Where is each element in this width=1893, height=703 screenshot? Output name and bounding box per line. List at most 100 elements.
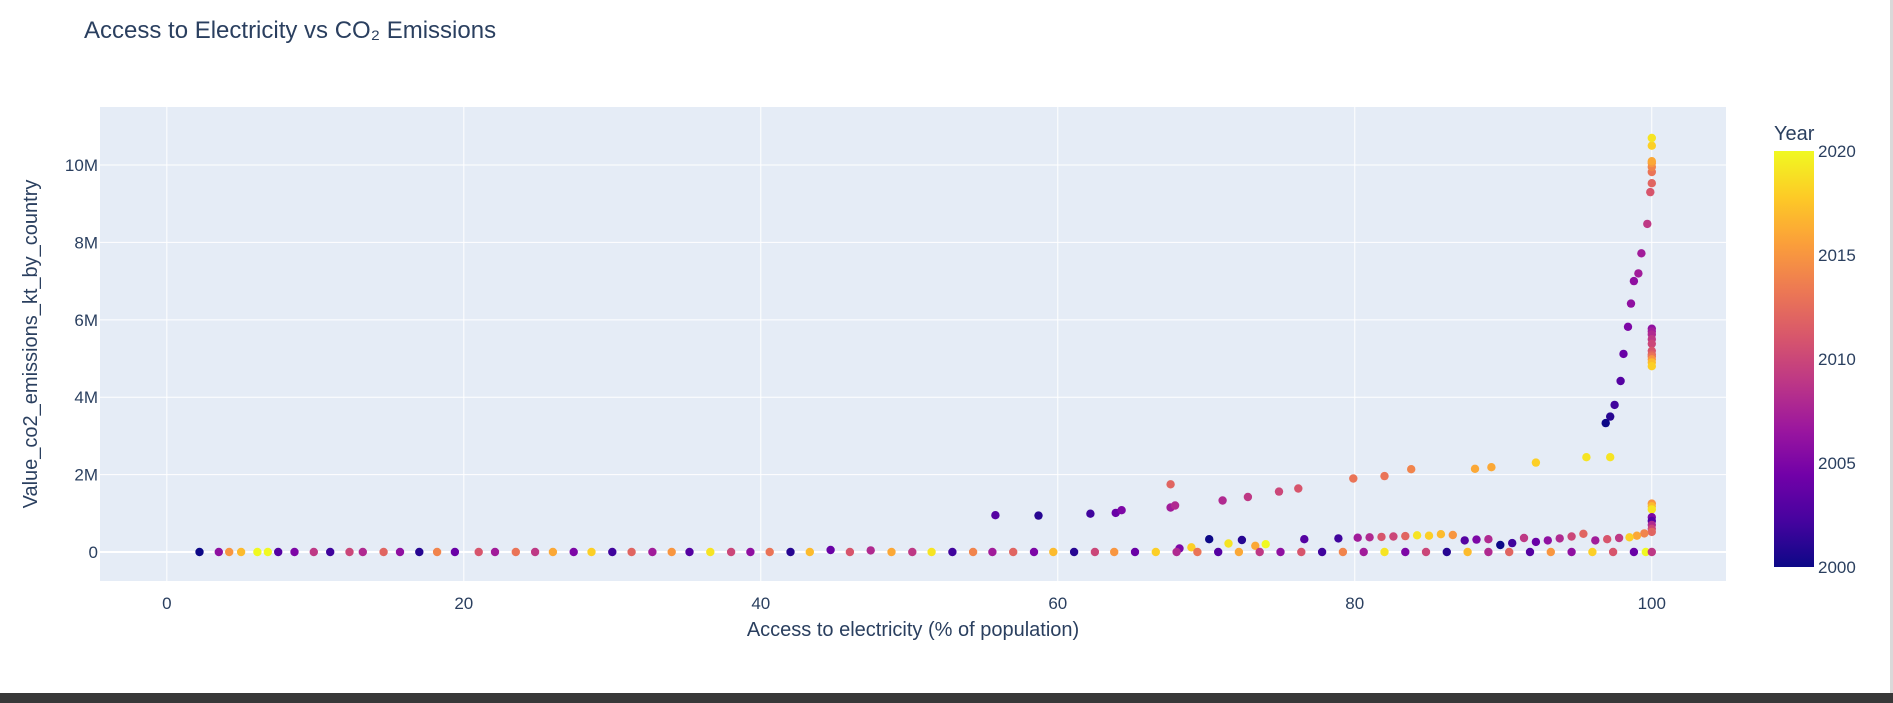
scatter-point	[1151, 547, 1161, 557]
scatter-point	[1505, 547, 1514, 557]
scatter-point	[746, 547, 755, 557]
scatter-point	[1531, 458, 1541, 467]
scatter-point	[1117, 506, 1126, 515]
scatter-point	[474, 547, 483, 557]
scatter-point	[1334, 534, 1343, 543]
scatter-point	[1591, 536, 1600, 545]
scatter-point	[667, 547, 676, 557]
scatter-point	[253, 547, 262, 557]
scatter-point	[1531, 537, 1541, 547]
scatter-point	[1377, 532, 1386, 542]
y-tick-label: 0	[89, 543, 98, 562]
x-tick-label: 100	[1638, 594, 1666, 613]
scatter-point	[395, 547, 405, 557]
scatter-point	[548, 547, 558, 557]
scatter-point	[1555, 534, 1564, 543]
scatter-point	[1629, 276, 1639, 286]
scatter-point	[1251, 541, 1260, 550]
scatter-point	[1460, 536, 1469, 545]
scatter-point	[608, 547, 617, 557]
colorbar-tick-label: 2015	[1818, 246, 1856, 265]
scatter-point	[1090, 547, 1100, 557]
x-axis-title: Access to electricity (% of population)	[747, 619, 1079, 641]
scatter-point	[1647, 362, 1657, 371]
x-tick-label: 80	[1345, 594, 1364, 613]
scatter-point	[706, 547, 715, 557]
scatter-point	[1255, 547, 1264, 557]
scatter-point	[826, 545, 835, 555]
scatter-point	[1338, 547, 1348, 557]
scatter-point	[1193, 547, 1202, 557]
scatter-point	[1436, 530, 1446, 539]
x-tick-labels: 0 20 40 60 80 100	[162, 594, 1666, 613]
scatter-point	[1525, 547, 1535, 557]
scatter-point	[908, 547, 917, 557]
x-tick-label: 0	[162, 594, 171, 613]
scatter-point	[1470, 464, 1480, 473]
scatter-point	[765, 547, 774, 557]
scatter-point	[214, 547, 223, 557]
scatter-point	[988, 547, 997, 557]
scatter-point	[1224, 539, 1233, 548]
scatter-point	[1359, 547, 1368, 557]
scatter-point	[379, 547, 388, 557]
scatter-point	[1606, 453, 1615, 462]
scatter-point	[1274, 487, 1284, 496]
scatter-point	[1009, 547, 1018, 557]
scatter-point	[1647, 547, 1657, 557]
scatter-point	[1606, 412, 1615, 421]
scatter-point	[326, 547, 335, 557]
scatter-point	[1647, 141, 1657, 150]
scatter-point	[726, 547, 736, 557]
scatter-point	[1647, 133, 1657, 143]
plot-background	[100, 107, 1726, 581]
scatter-point	[1519, 533, 1529, 543]
scatter-point	[1166, 480, 1175, 489]
scatter-point	[1610, 400, 1619, 410]
scatter-point	[1187, 543, 1196, 552]
scatter-point	[1646, 187, 1655, 197]
scatter-point	[1276, 547, 1285, 557]
scatter-point	[569, 547, 578, 557]
colorbar-tick-label: 2000	[1818, 558, 1856, 577]
scatter-point	[1588, 547, 1597, 557]
bottom-bar	[0, 693, 1893, 703]
scatter-point	[1647, 505, 1657, 514]
scatter-point	[511, 547, 520, 557]
scatter-point	[587, 547, 596, 557]
scatter-point	[450, 547, 460, 557]
scatter-point	[948, 547, 957, 557]
x-tick-label: 40	[751, 594, 770, 613]
scatter-point	[927, 547, 936, 557]
scatter-point	[968, 547, 978, 557]
scatter-point	[887, 547, 896, 557]
x-tick-label: 60	[1048, 594, 1067, 613]
scatter-point	[1243, 492, 1253, 502]
scatter-point	[1487, 463, 1496, 472]
y-axis-title: Value_co2_emissions_kt_by_country	[20, 180, 42, 509]
scatter-point	[1508, 538, 1517, 548]
scatter-point	[1625, 533, 1634, 542]
scatter-point	[1049, 547, 1058, 557]
scatter-point	[1647, 527, 1657, 537]
scatter-point	[1448, 530, 1458, 540]
scatter-point	[1086, 509, 1095, 518]
scatter-point	[1582, 453, 1591, 462]
scatter-point	[1626, 299, 1636, 308]
scatter-point	[1237, 535, 1247, 545]
scatter-point	[1130, 547, 1140, 557]
scatter-point	[1349, 474, 1358, 483]
scatter-point	[1567, 547, 1576, 557]
colorbar	[1774, 151, 1814, 567]
scatter-point	[1297, 547, 1306, 557]
scatter-point	[1619, 349, 1628, 359]
scatter-point	[1401, 531, 1410, 541]
scatter-point	[1496, 540, 1505, 550]
scatter-point	[1365, 533, 1374, 542]
scatter-point	[358, 547, 367, 557]
scatter-point	[1634, 269, 1643, 278]
scatter-point	[1442, 547, 1452, 557]
scatter-point	[1647, 157, 1657, 166]
scatter-point	[1294, 484, 1303, 493]
